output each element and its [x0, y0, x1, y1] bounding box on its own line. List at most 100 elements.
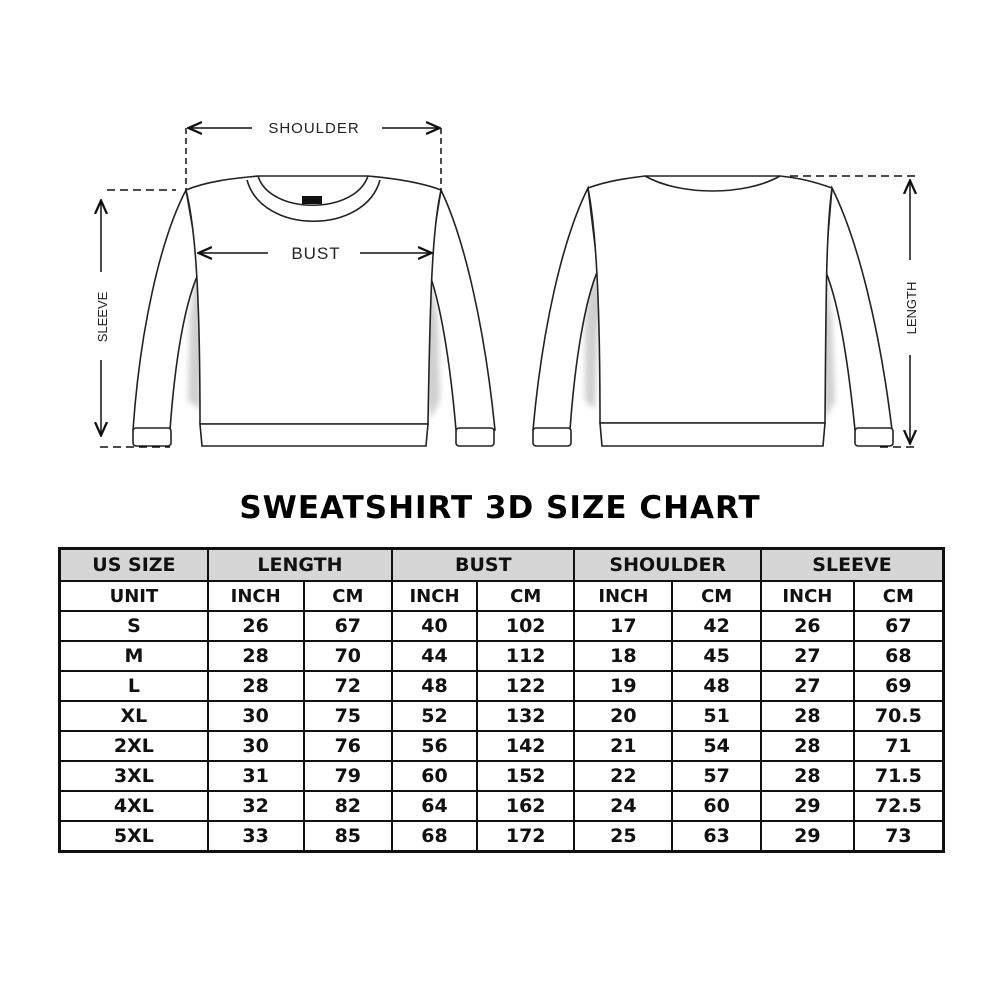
value-cell: 52 [391, 700, 478, 732]
value-cell: 60 [671, 790, 762, 822]
group-header-cell: SHOULDER [573, 547, 762, 582]
value-cell: 142 [475, 730, 576, 762]
unit-cell: CM [852, 580, 945, 612]
value-cell: 68 [391, 820, 478, 853]
value-cell: 132 [475, 700, 576, 732]
value-cell: 26 [206, 610, 305, 642]
sleeve-label: SLEEVE [95, 291, 110, 342]
size-chart-table: US SIZE LENGTH BUST SHOULDER SLEEVE UNIT INCH C… [58, 547, 945, 853]
sleeve-measure [100, 189, 176, 448]
value-cell: 30 [206, 700, 305, 732]
value-cell: 19 [573, 670, 674, 702]
value-cell: 60 [391, 760, 478, 792]
value-cell: 54 [671, 730, 762, 762]
value-cell: 48 [391, 670, 478, 702]
value-cell: 72 [302, 670, 394, 702]
value-cell: 122 [475, 670, 576, 702]
value-cell: 18 [573, 640, 674, 672]
value-cell: 20 [573, 700, 674, 732]
value-cell: 71.5 [852, 760, 945, 792]
bust-label: BUST [291, 244, 340, 263]
value-cell: 25 [573, 820, 674, 853]
value-cell: 29 [760, 790, 855, 822]
value-cell: 21 [573, 730, 674, 762]
value-cell: 31 [206, 760, 305, 792]
length-measure [790, 175, 918, 448]
value-cell: 33 [206, 820, 305, 853]
value-cell: 172 [475, 820, 576, 853]
value-cell: 82 [302, 790, 394, 822]
value-cell: 28 [206, 670, 305, 702]
value-cell: 28 [206, 640, 305, 672]
size-cell: L [58, 670, 209, 702]
value-cell: 79 [302, 760, 394, 792]
length-label: LENGTH [904, 282, 919, 335]
unit-cell: INCH [760, 580, 855, 612]
front-sweatshirt [132, 175, 496, 447]
table-row: 5XL 33 85 68 172 25 63 29 73 [58, 820, 945, 853]
value-cell: 45 [671, 640, 762, 672]
table-row: XL 30 75 52 132 20 51 28 70.5 [58, 700, 945, 732]
value-cell: 162 [475, 790, 576, 822]
group-header-row: US SIZE LENGTH BUST SHOULDER SLEEVE [58, 547, 945, 582]
value-cell: 30 [206, 730, 305, 762]
group-header-cell: LENGTH [206, 547, 394, 582]
size-cell: 5XL [58, 820, 209, 853]
sweatshirt-diagram: SHOULDER BUST SLEEVE LENGTH [0, 120, 919, 448]
value-cell: 57 [671, 760, 762, 792]
value-cell: 76 [302, 730, 394, 762]
unit-cell: INCH [206, 580, 305, 612]
value-cell: 72.5 [852, 790, 945, 822]
size-cell: S [58, 610, 209, 642]
value-cell: 28 [760, 730, 855, 762]
table-row: 4XL 32 82 64 162 24 60 29 72.5 [58, 790, 945, 822]
value-cell: 73 [852, 820, 945, 853]
value-cell: 29 [760, 820, 855, 853]
value-cell: 56 [391, 730, 478, 762]
value-cell: 44 [391, 640, 478, 672]
table-row: M 28 70 44 112 18 45 27 68 [58, 640, 945, 672]
value-cell: 42 [671, 610, 762, 642]
value-cell: 152 [475, 760, 576, 792]
shoulder-label: SHOULDER [268, 120, 359, 137]
value-cell: 64 [391, 790, 478, 822]
size-cell: XL [58, 700, 209, 732]
value-cell: 28 [760, 760, 855, 792]
value-cell: 26 [760, 610, 855, 642]
size-cell: 4XL [58, 790, 209, 822]
value-cell: 17 [573, 610, 674, 642]
group-header-cell: US SIZE [58, 547, 209, 582]
value-cell: 102 [475, 610, 576, 642]
unit-cell: CM [302, 580, 394, 612]
table-row: 2XL 30 76 56 142 21 54 28 71 [58, 730, 945, 762]
unit-cell: INCH [391, 580, 478, 612]
value-cell: 70.5 [852, 700, 945, 732]
value-cell: 24 [573, 790, 674, 822]
value-cell: 40 [391, 610, 478, 642]
group-header-cell: SLEEVE [760, 547, 945, 582]
value-cell: 51 [671, 700, 762, 732]
value-cell: 48 [671, 670, 762, 702]
unit-cell: INCH [573, 580, 674, 612]
value-cell: 69 [852, 670, 945, 702]
value-cell: 71 [852, 730, 945, 762]
group-header-cell: BUST [391, 547, 576, 582]
value-cell: 85 [302, 820, 394, 853]
table-row: S 26 67 40 102 17 42 26 67 [58, 610, 945, 642]
value-cell: 112 [475, 640, 576, 672]
value-cell: 27 [760, 640, 855, 672]
unit-cell: CM [475, 580, 576, 612]
size-cell: 2XL [58, 730, 209, 762]
page-title: SWEATSHIRT 3D SIZE CHART [239, 490, 761, 526]
size-cell: M [58, 640, 209, 672]
size-cell: 3XL [58, 760, 209, 792]
value-cell: 75 [302, 700, 394, 732]
value-cell: 28 [760, 700, 855, 732]
unit-label: UNIT [58, 580, 209, 612]
value-cell: 70 [302, 640, 394, 672]
shoulder-measure [185, 128, 442, 190]
value-cell: 67 [852, 610, 945, 642]
unit-row: UNIT INCH CM INCH CM INCH CM INCH CM [58, 580, 945, 612]
value-cell: 63 [671, 820, 762, 853]
table-row: L 28 72 48 122 19 48 27 69 [58, 670, 945, 702]
